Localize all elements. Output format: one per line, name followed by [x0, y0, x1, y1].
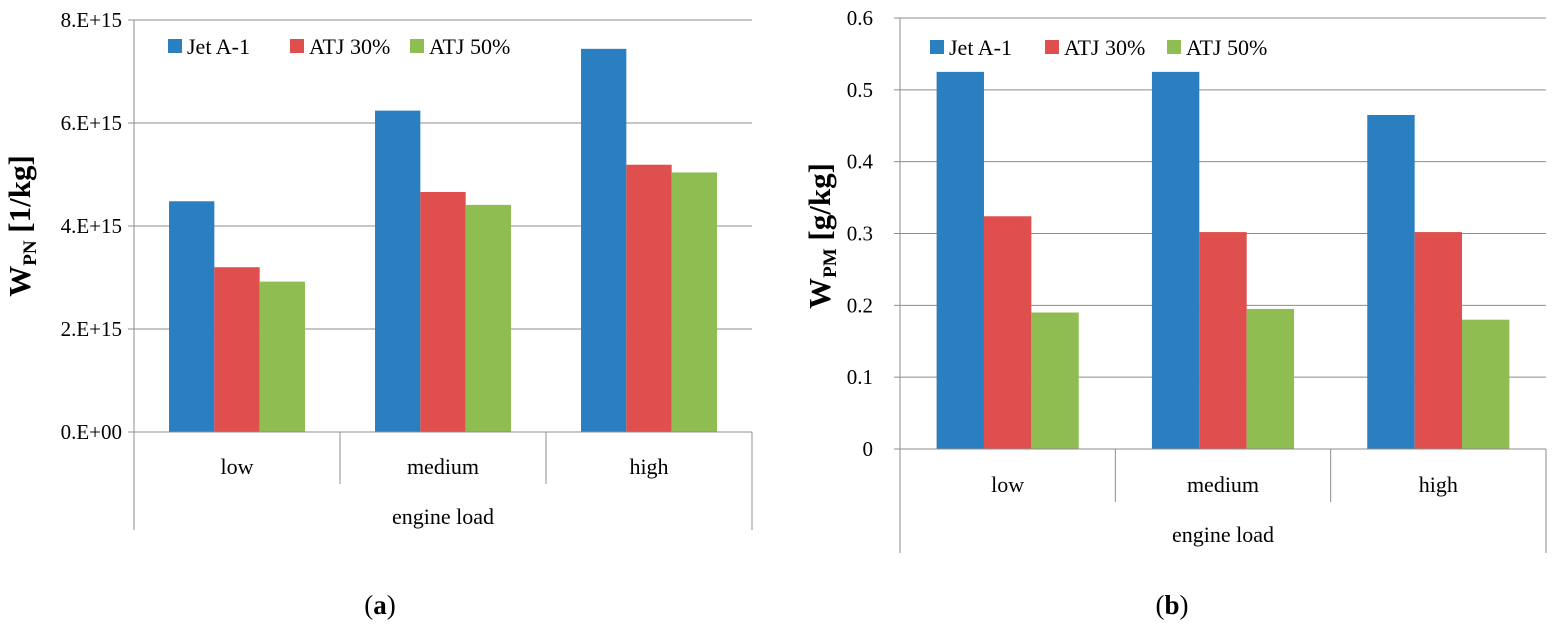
bar-medium-1 — [420, 192, 466, 432]
bar-medium-2 — [465, 204, 511, 432]
x-category-label: medium — [407, 454, 479, 479]
y-axis-title-unit: [1/kg] — [2, 155, 37, 240]
y-axis-title-unit: [g/kg] — [802, 163, 837, 248]
y-axis-title-main: W — [802, 278, 837, 309]
caption-close-paren: ) — [1180, 590, 1189, 620]
legend-label: ATJ 30% — [309, 34, 390, 59]
caption-letter: b — [1164, 590, 1179, 620]
y-tick-label: 6.E+15 — [61, 111, 122, 135]
bar-low-2 — [259, 281, 305, 432]
y-axis-title-main: W — [2, 266, 37, 297]
y-tick-label: 0 — [863, 437, 874, 461]
caption-open-paren: ( — [364, 590, 373, 620]
y-axis-title-subscript: PM — [820, 248, 841, 278]
y-tick-label: 0.6 — [847, 6, 873, 30]
x-category-label: low — [221, 454, 254, 479]
legend-swatch — [1045, 40, 1059, 54]
bar-high-2 — [671, 172, 717, 432]
legend-swatch — [930, 40, 944, 54]
caption-close-paren: ) — [387, 590, 396, 620]
x-category-label: low — [991, 472, 1024, 497]
bar-medium-1 — [1199, 232, 1247, 449]
y-tick-label: 0.4 — [847, 150, 874, 174]
legend-label: Jet A-1 — [949, 35, 1012, 60]
y-tick-label: 2.E+15 — [61, 317, 122, 341]
bar-medium-0 — [375, 110, 421, 432]
bar-high-1 — [626, 164, 672, 432]
legend-label: ATJ 50% — [429, 34, 510, 59]
x-category-label: medium — [1187, 472, 1259, 497]
legend-label: ATJ 30% — [1064, 35, 1145, 60]
bar-high-0 — [581, 48, 627, 433]
bar-medium-0 — [1151, 71, 1200, 449]
x-category-label: high — [629, 454, 668, 479]
legend-swatch — [290, 39, 304, 53]
caption-open-paren: ( — [1155, 590, 1164, 620]
y-axis-title: WPN [1/kg] — [2, 155, 41, 297]
panel-caption: (a) — [364, 590, 396, 620]
legend-swatch — [410, 39, 424, 53]
bar-high-0 — [1367, 114, 1415, 449]
bar-low-1 — [214, 267, 260, 432]
y-tick-label: 8.E+15 — [61, 8, 122, 32]
legend-label: Jet A-1 — [187, 34, 250, 59]
bar-low-2 — [1031, 312, 1079, 449]
bar-low-1 — [983, 216, 1032, 449]
chart-a: 0.E+00 2.E+15 4.E+15 6.E+15 8.E+15 low medium h… — [2, 8, 753, 620]
bar-high-1 — [1414, 232, 1463, 449]
x-axis-title: engine load — [1172, 522, 1274, 547]
legend-label: ATJ 50% — [1186, 35, 1267, 60]
y-axis-title: WPM [g/kg] — [802, 163, 841, 309]
x-axis-title: engine load — [392, 504, 494, 529]
legend-swatch — [1167, 40, 1181, 54]
bar-low-0 — [936, 71, 984, 449]
x-category-label: high — [1419, 472, 1458, 497]
y-tick-label: 0.E+00 — [61, 420, 122, 444]
legend-swatch — [168, 39, 182, 53]
caption-letter: a — [373, 590, 387, 620]
bar-high-2 — [1462, 319, 1510, 449]
y-tick-label: 4.E+15 — [61, 214, 122, 238]
bar-medium-2 — [1246, 308, 1295, 449]
panel-caption: (b) — [1155, 590, 1188, 620]
chart-b: 0 0.1 0.2 0.3 0.4 0.5 0.6 low medium high engine l… — [802, 6, 1547, 620]
y-tick-label: 0.3 — [847, 222, 873, 246]
y-axis-title-subscript: PN — [20, 240, 41, 266]
bar-low-0 — [169, 201, 215, 432]
y-tick-label: 0.1 — [847, 365, 873, 389]
y-tick-label: 0.2 — [847, 293, 873, 317]
y-tick-label: 0.5 — [847, 78, 873, 102]
